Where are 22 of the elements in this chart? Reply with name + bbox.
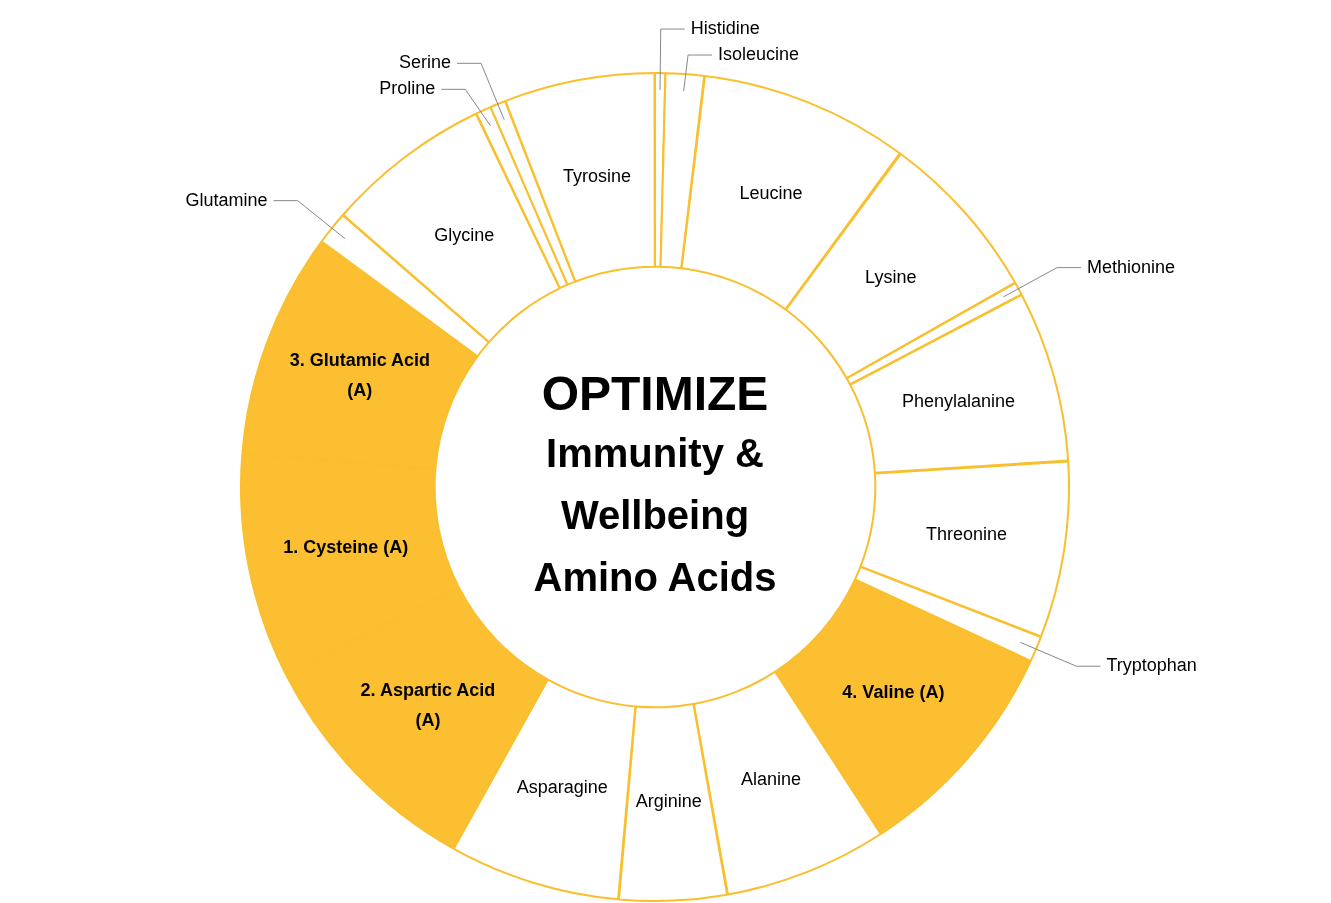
slice-label: Proline — [379, 78, 436, 99]
slice-label: Isoleucine — [718, 44, 800, 64]
slice-label: Alanine — [741, 769, 802, 790]
slice-label: Asparagine — [516, 777, 608, 798]
slice-label: Arginine — [635, 790, 702, 811]
text: OPTIMIZE — [540, 366, 770, 422]
slice-label: Lysine — [865, 266, 917, 287]
slice-label: Tryptophan — [1106, 655, 1197, 676]
slice-label: Leucine — [739, 182, 803, 203]
text: Immunity & Wellbeing Amino Acids — [532, 430, 778, 601]
slice-label: Serine — [399, 52, 452, 73]
slice-label: 1. Cysteine (A) — [283, 536, 409, 557]
slice-label: Threonine — [925, 524, 1007, 545]
slice-label: 4. Valine (A) — [842, 682, 945, 703]
slice-label: Phenylalanine — [901, 390, 1016, 411]
slice-label: 3. Glutamic Acid (A) — [289, 350, 431, 401]
slice-label: Methionine — [1087, 256, 1176, 277]
slice-label: Histidine — [690, 18, 760, 38]
slice-label: Glutamine — [185, 189, 268, 210]
slice-label: 2. Aspartic Acid (A) — [360, 679, 496, 730]
slice-label: Tyrosine — [562, 166, 631, 187]
slice-label: Glycine — [434, 225, 495, 246]
